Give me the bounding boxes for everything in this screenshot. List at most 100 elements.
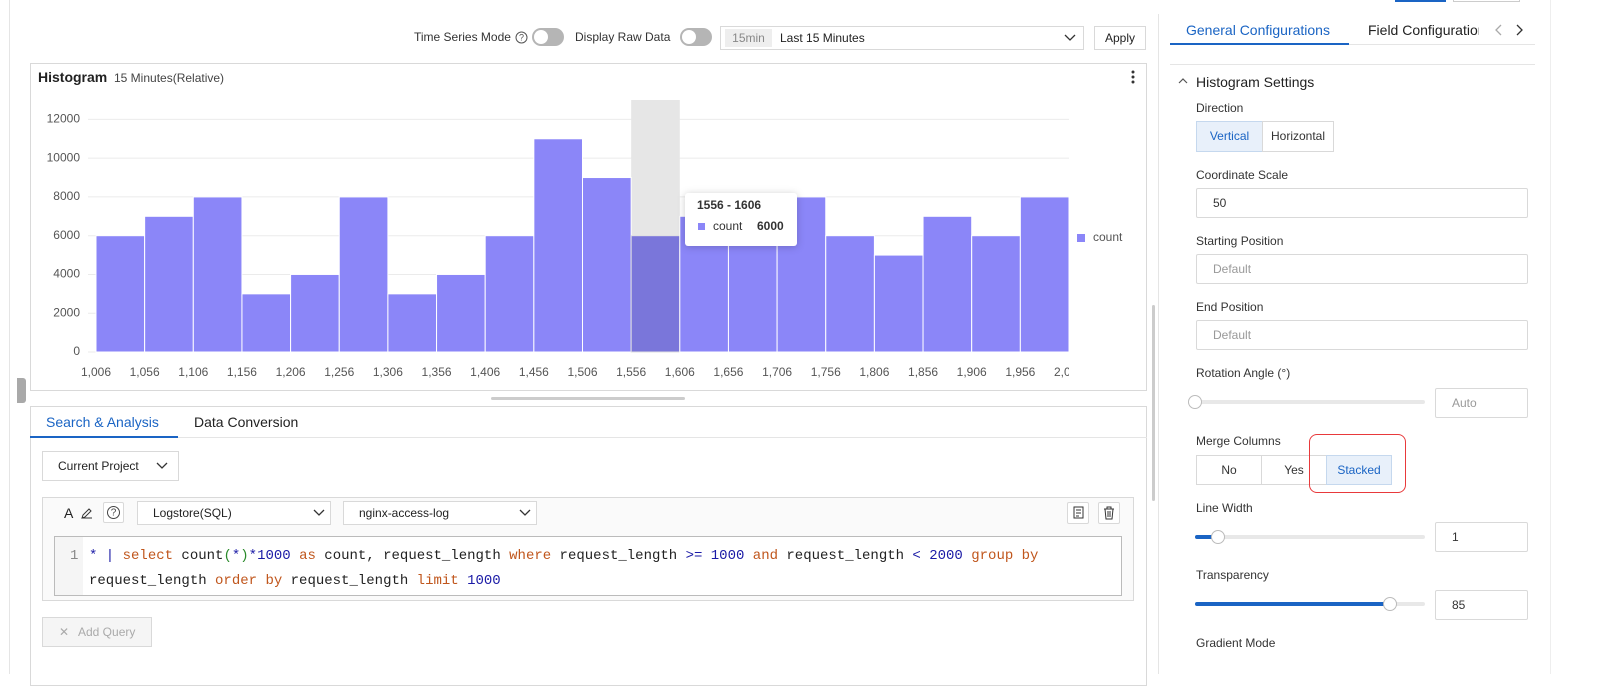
tab-arrows[interactable] [1492, 22, 1526, 38]
toolbar-label: Display Raw Data [575, 30, 671, 44]
store-type: Logstore(SQL) [153, 506, 232, 520]
number-input[interactable]: 1 [1435, 522, 1528, 552]
toggle[interactable] [680, 28, 712, 46]
config-tab[interactable]: Field Configuration [1368, 22, 1479, 38]
option-button[interactable]: No [1196, 455, 1262, 485]
text-input[interactable]: Default [1196, 254, 1528, 284]
x-tick-label: 1,356 [422, 365, 452, 379]
legend-swatch [1077, 234, 1085, 242]
slider-knob[interactable] [1211, 530, 1225, 544]
bar [971, 235, 1021, 353]
apply-button[interactable]: Apply [1094, 26, 1146, 50]
collapse-icon[interactable] [1178, 77, 1188, 85]
tab-underline [1170, 43, 1349, 45]
option-button[interactable]: Vertical [1196, 121, 1263, 152]
y-tick-label: 4000 [53, 267, 80, 281]
x-tick-label: 1,056 [130, 365, 160, 379]
h-scrollbar[interactable] [491, 397, 685, 400]
field-label: Merge Columns [1196, 434, 1281, 448]
gutter [55, 537, 83, 595]
config-tab[interactable]: General Configurations [1186, 22, 1330, 38]
y-tick-label: 6000 [53, 228, 80, 242]
tab-underline [30, 436, 178, 438]
y-tick-label: 8000 [53, 189, 80, 203]
field-label: Coordinate Scale [1196, 168, 1289, 182]
option-button[interactable]: Stacked [1326, 455, 1392, 485]
code-token: < 2000 [912, 548, 963, 564]
bar [1019, 196, 1070, 353]
tooltip-title: 1556 - 1606 [697, 198, 761, 212]
x-tick-label: 2,006 [1054, 365, 1084, 379]
tab[interactable]: Search & Analysis [46, 414, 159, 430]
highlight-outline [1309, 434, 1406, 493]
add-query-label: Add Query [78, 625, 136, 639]
logstore-select[interactable] [343, 501, 537, 525]
code-token: * | [89, 548, 123, 564]
x-tick-label: 1,756 [811, 365, 841, 379]
project-select[interactable] [42, 451, 179, 481]
panel-title: Histogram [38, 69, 108, 85]
legend-label: count [1093, 230, 1123, 244]
slider-knob[interactable] [1188, 395, 1202, 409]
y-tick-label: 10000 [47, 150, 81, 164]
slider-track[interactable] [1195, 400, 1425, 404]
help-icon: ? [515, 31, 528, 44]
time-select[interactable] [720, 26, 1084, 50]
number-input[interactable]: 85 [1435, 590, 1528, 620]
panel-subtitle: 15 Minutes(Relative) [114, 71, 225, 85]
top-button[interactable] [1453, 0, 1520, 2]
code-token: * [231, 548, 241, 564]
bar [338, 196, 389, 353]
store-type-select[interactable] [137, 501, 331, 525]
tab-border [30, 437, 1147, 438]
bar [192, 196, 243, 353]
x-tick-label: 1,206 [276, 365, 306, 379]
collapse-handle[interactable] [17, 378, 26, 403]
time-range: Last 15 Minutes [780, 31, 865, 45]
code-token: request_length [551, 548, 686, 564]
field-label: Line Width [1196, 501, 1253, 515]
top-button[interactable] [1395, 0, 1446, 2]
bar [533, 138, 583, 353]
delete-button[interactable] [1098, 502, 1120, 524]
tab[interactable]: Data Conversion [194, 414, 299, 430]
text-input[interactable]: Default [1196, 320, 1528, 350]
number-input[interactable]: Auto [1435, 388, 1528, 418]
menu-icon[interactable] [1129, 70, 1137, 84]
slider-track[interactable] [1195, 535, 1425, 539]
code-area[interactable] [54, 536, 1122, 596]
x-tick-label: 1,806 [859, 365, 889, 379]
field-label: Direction [1196, 101, 1244, 115]
pencil-icon[interactable] [80, 506, 94, 520]
bar [630, 235, 681, 353]
chevron [156, 462, 168, 469]
toggle[interactable] [532, 28, 564, 46]
field-label: Transparency [1196, 568, 1269, 582]
query-text: * | select count(*)*1000 as count, reque… [89, 547, 1038, 597]
slider-knob[interactable] [1383, 597, 1397, 611]
code-token: ) [240, 548, 249, 564]
bar [241, 293, 292, 353]
help-button[interactable] [103, 502, 124, 523]
option-button[interactable]: Yes [1261, 455, 1327, 485]
x-tick-label: 1,106 [178, 365, 208, 379]
tooltip-swatch [698, 223, 705, 230]
code-token: group by [962, 548, 1039, 564]
text-input[interactable]: 50 [1196, 188, 1528, 218]
add-query-button[interactable] [42, 617, 152, 647]
bar [144, 215, 194, 353]
code-token: ( [223, 548, 232, 564]
format-icon[interactable]: A [64, 505, 74, 521]
x-tick-label: 1,856 [908, 365, 938, 379]
x-tick-label: 1,256 [324, 365, 354, 379]
v-scrollbar[interactable] [1152, 305, 1155, 501]
option-button[interactable]: Horizontal [1262, 121, 1334, 152]
bar [825, 235, 875, 353]
time-tag: 15min [725, 29, 772, 47]
code-token: count, request_length [315, 548, 510, 564]
code-token: as [290, 548, 316, 564]
field-label: Gradient Mode [1196, 636, 1276, 650]
slider-fill [1195, 602, 1390, 606]
y-tick-label: 2000 [53, 305, 80, 319]
